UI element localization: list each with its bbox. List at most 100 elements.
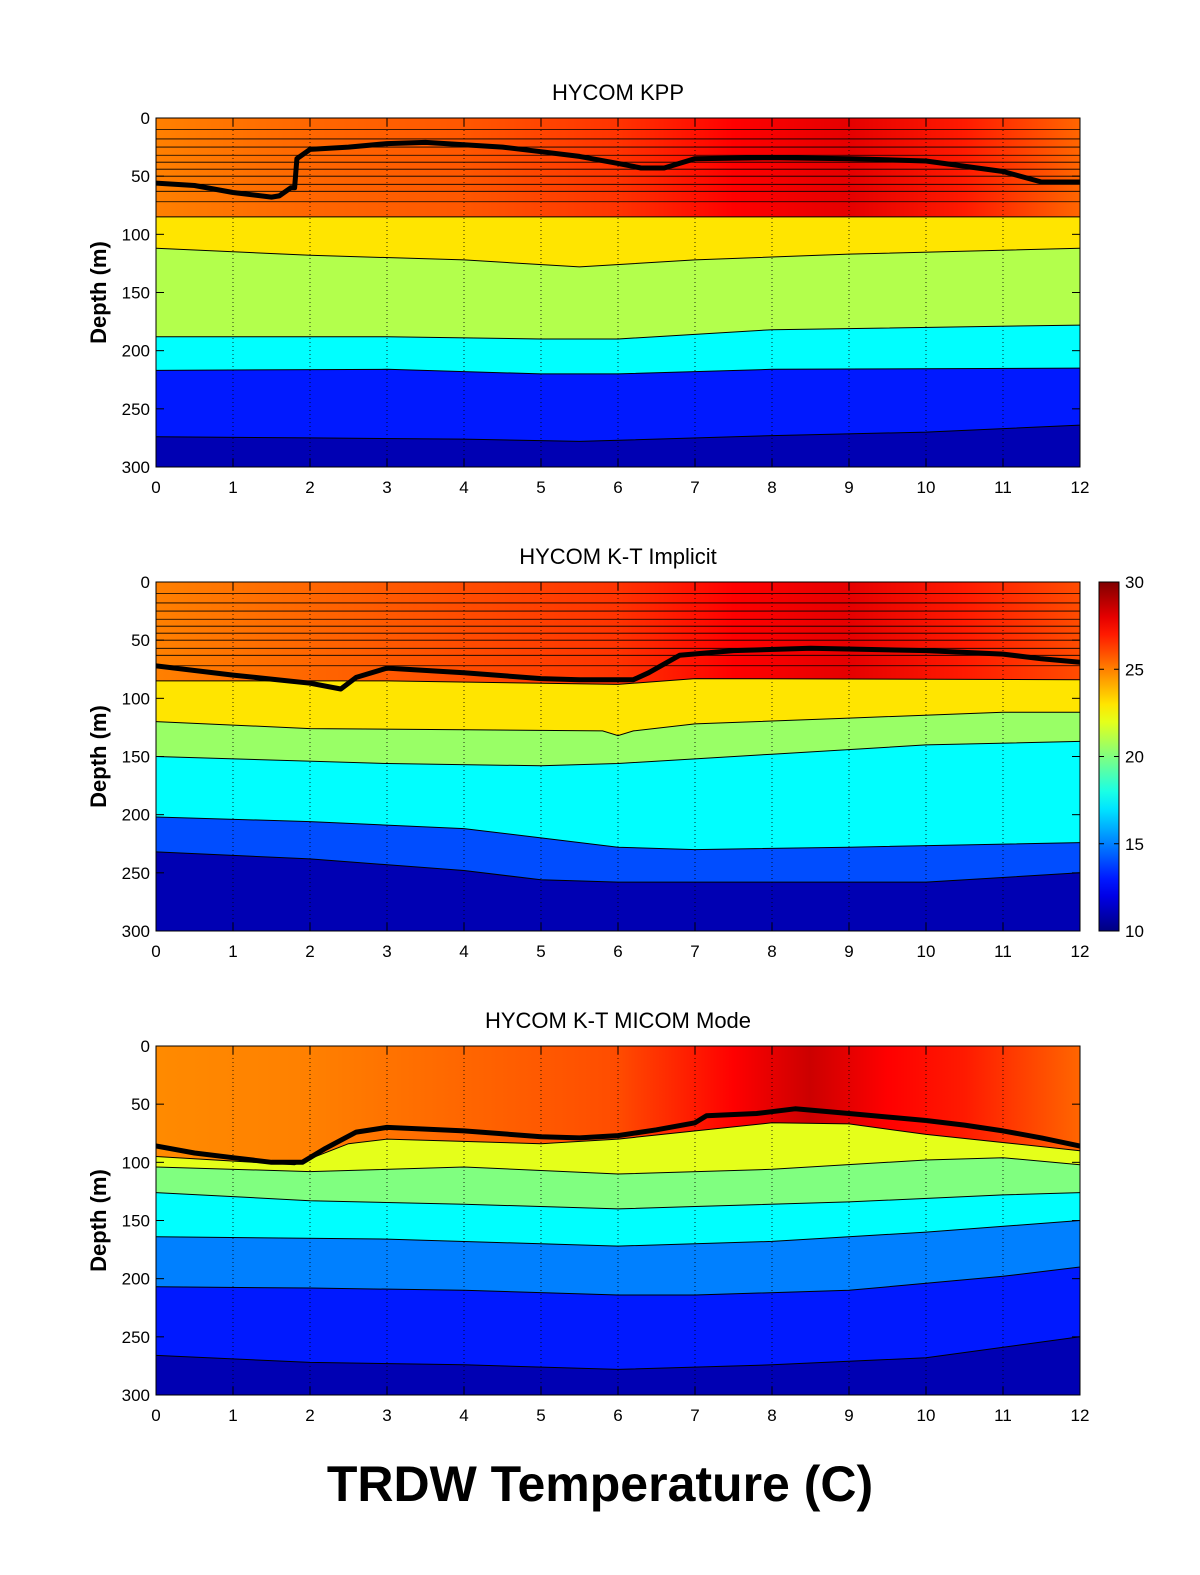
layer-interface xyxy=(156,1157,1080,1175)
mixed-layer-depth-line xyxy=(156,645,1080,692)
x-tick-label: 2 xyxy=(305,942,314,961)
x-tick-label: 12 xyxy=(1071,1406,1090,1425)
layer-band xyxy=(156,325,1080,374)
layer-interface xyxy=(156,816,1080,851)
mixed-layer-depth-line xyxy=(156,1106,1080,1165)
y-axis-label: Depth (m) xyxy=(86,1169,111,1272)
y-axis-label: Depth (m) xyxy=(86,705,111,808)
x-tick-label: 1 xyxy=(228,478,237,497)
colorbar-tick-label: 10 xyxy=(1125,922,1144,941)
layer-interface xyxy=(156,324,1080,340)
layer-band xyxy=(156,1192,1080,1247)
x-tick-label: 6 xyxy=(613,478,622,497)
layer-interface xyxy=(156,424,1080,442)
colorbar-tick-label: 30 xyxy=(1125,573,1144,592)
y-tick-label: 250 xyxy=(122,864,150,883)
layer-interface xyxy=(156,711,1080,737)
x-tick-label: 8 xyxy=(767,478,776,497)
x-tick-label: 1 xyxy=(228,1406,237,1425)
y-tick-label: 0 xyxy=(141,1037,150,1056)
x-tick-label: 12 xyxy=(1071,478,1090,497)
x-tick-label: 7 xyxy=(690,942,699,961)
x-tick-label: 3 xyxy=(382,478,391,497)
x-tick-label: 11 xyxy=(994,1406,1012,1425)
y-tick-label: 300 xyxy=(122,458,150,477)
layer-band xyxy=(156,817,1080,883)
layer-band xyxy=(156,851,1080,931)
panel-3: 0 1 2 3 4 5 6 7 8 9 10 11 12050100150200250300HYCOM … xyxy=(86,1008,1089,1425)
y-tick-label: 0 xyxy=(141,573,150,592)
x-tick-label: 10 xyxy=(917,1406,936,1425)
y-tick-label: 200 xyxy=(122,1270,150,1289)
y-tick-label: 100 xyxy=(122,689,150,708)
y-tick-label: 50 xyxy=(131,167,150,186)
x-tick-label: 11 xyxy=(994,942,1012,961)
y-tick-label: 250 xyxy=(122,1328,150,1347)
y-tick-label: 200 xyxy=(122,806,150,825)
y-tick-label: 100 xyxy=(122,1153,150,1172)
y-tick-label: 100 xyxy=(122,225,150,244)
panel-title: HYCOM KPP xyxy=(552,80,684,105)
layer-band xyxy=(156,1336,1080,1395)
x-tick-label: 5 xyxy=(536,1406,545,1425)
y-axis-label: Depth (m) xyxy=(86,241,111,344)
colorbar: 10 15 20 25 30 xyxy=(1098,573,1144,941)
colorbar-tick-label: 15 xyxy=(1125,835,1144,854)
x-tick-label: 0 xyxy=(151,478,160,497)
x-tick-label: 2 xyxy=(305,1406,314,1425)
layer-interface xyxy=(156,1122,1080,1166)
panel-2: 0 1 2 3 4 5 6 7 8 9 10 11 12050100150200250300HYCOM … xyxy=(86,544,1089,961)
panel-1: 0 1 2 3 4 5 6 7 8 9 10 11 12050100150200250300HYCOM … xyxy=(86,80,1089,497)
panel-title: HYCOM K-T MICOM Mode xyxy=(485,1008,751,1033)
y-tick-label: 300 xyxy=(122,1386,150,1405)
x-tick-label: 7 xyxy=(690,1406,699,1425)
layer-band xyxy=(156,712,1080,766)
mixed-layer-depth-line xyxy=(156,139,1080,200)
x-tick-label: 6 xyxy=(613,1406,622,1425)
layer-interface xyxy=(156,367,1080,375)
x-tick-label: 4 xyxy=(459,1406,468,1425)
plot-area-3 xyxy=(156,1046,1080,1395)
y-tick-label: 50 xyxy=(131,631,150,650)
y-tick-label: 150 xyxy=(122,748,150,767)
y-tick-label: 50 xyxy=(131,1095,150,1114)
x-tick-label: 9 xyxy=(844,478,853,497)
plot-area-1 xyxy=(156,118,1080,467)
y-tick-label: 150 xyxy=(122,1212,150,1231)
x-tick-label: 11 xyxy=(994,478,1012,497)
y-tick-label: 250 xyxy=(122,400,150,419)
x-tick-label: 12 xyxy=(1071,942,1090,961)
layer-band xyxy=(156,678,1080,736)
y-tick-label: 150 xyxy=(122,284,150,303)
x-tick-label: 3 xyxy=(382,1406,391,1425)
figure-title: TRDW Temperature (C) xyxy=(326,1456,874,1512)
panel-title: HYCOM K-T Implicit xyxy=(519,544,717,569)
x-tick-label: 5 xyxy=(536,478,545,497)
x-tick-label: 9 xyxy=(844,942,853,961)
y-tick-label: 0 xyxy=(141,109,150,128)
x-tick-label: 1 xyxy=(228,942,237,961)
x-tick-label: 2 xyxy=(305,478,314,497)
x-tick-label: 6 xyxy=(613,942,622,961)
colorbar-tick-label: 20 xyxy=(1125,748,1144,767)
plot-area-2 xyxy=(156,582,1080,931)
x-tick-label: 5 xyxy=(536,942,545,961)
x-tick-label: 4 xyxy=(459,942,468,961)
y-tick-label: 300 xyxy=(122,922,150,941)
x-tick-label: 0 xyxy=(151,1406,160,1425)
x-tick-label: 4 xyxy=(459,478,468,497)
y-tick-label: 200 xyxy=(122,342,150,361)
x-tick-label: 8 xyxy=(767,1406,776,1425)
layer-interface xyxy=(156,851,1080,883)
layer-interface xyxy=(156,1266,1080,1296)
layer-band xyxy=(156,1122,1080,1174)
colorbar-tick-label: 25 xyxy=(1125,660,1144,679)
layer-interface xyxy=(156,1192,1080,1210)
x-tick-label: 0 xyxy=(151,942,160,961)
x-tick-label: 3 xyxy=(382,942,391,961)
layer-interface xyxy=(156,740,1080,767)
x-tick-label: 10 xyxy=(917,942,936,961)
x-tick-label: 7 xyxy=(690,478,699,497)
x-tick-label: 10 xyxy=(917,478,936,497)
